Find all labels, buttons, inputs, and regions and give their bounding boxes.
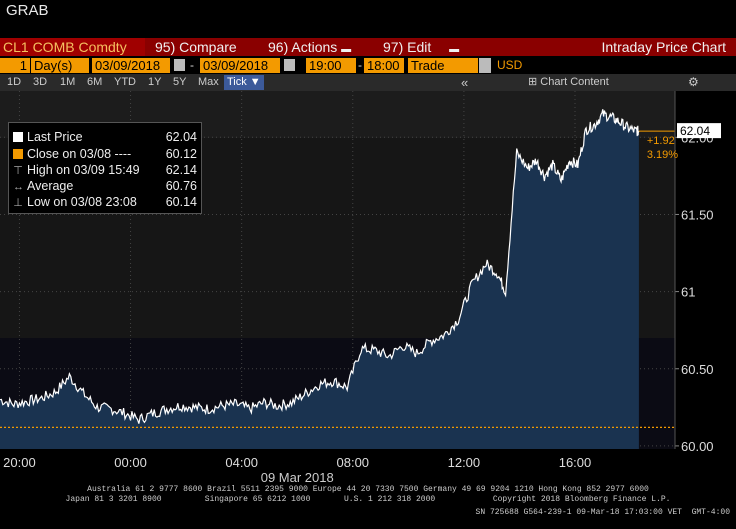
range-1d[interactable]: 1D xyxy=(7,76,22,88)
compare-menu[interactable]: 95) Compare xyxy=(155,39,237,55)
tick-button[interactable]: Tick ▼ xyxy=(224,75,264,90)
y-tick-label: 60.50 xyxy=(681,362,714,377)
legend-low: ⊥ Low on 03/08 23:08 xyxy=(13,194,137,210)
x-axis-labels: 20:00 00:00 04:00 08:00 12:00 16:00 xyxy=(3,455,591,470)
y-tick-label: 61 xyxy=(681,285,695,300)
low-icon: ⊥ xyxy=(13,197,23,209)
last-price-label: Last Price xyxy=(27,130,83,144)
legend-high: ⊤ High on 03/09 15:49 xyxy=(13,162,140,178)
date-separator: - xyxy=(190,58,194,72)
low-value: 60.14 xyxy=(165,195,197,209)
actions-dropdown-icon: ▬ xyxy=(341,44,352,55)
ticker-text: CL1 COMB Comdty xyxy=(3,39,127,55)
x-tick-label: 04:00 xyxy=(225,455,258,470)
axis-background xyxy=(0,449,736,485)
edit-label: Edit xyxy=(407,39,432,55)
date-toolbar: 1 Day(s) 03/09/2018 - 03/09/2018 19:00 -… xyxy=(0,57,736,74)
change-value: +1.92 xyxy=(647,135,675,147)
x-tick-label: 00:00 xyxy=(114,455,147,470)
legend-average: ↔ Average xyxy=(13,178,73,194)
edit-number: 97) xyxy=(383,39,404,55)
range-3d[interactable]: 3D xyxy=(33,76,48,88)
last-price-swatch xyxy=(13,132,23,142)
change-percent: 3.19% xyxy=(647,149,678,161)
compare-number: 95) xyxy=(155,39,176,55)
high-value: 62.14 xyxy=(165,163,197,177)
range-ytd[interactable]: YTD xyxy=(114,76,136,88)
period-value-input[interactable]: 1 xyxy=(0,58,30,73)
footer-contacts-2: Japan 81 3 3201 8900 Singapore 65 6212 1… xyxy=(65,495,671,504)
last-price-tag-text: 62.04 xyxy=(680,124,710,138)
end-calendar-icon[interactable] xyxy=(284,59,295,71)
last-price-value: 62.04 xyxy=(165,130,197,144)
x-tick-label: 12:00 xyxy=(448,455,481,470)
end-time-input[interactable]: 18:00 xyxy=(364,58,404,73)
range-5y[interactable]: 5Y xyxy=(173,76,187,88)
y-tick-label: 60.00 xyxy=(681,439,714,454)
currency-label: USD xyxy=(497,58,523,72)
period-unit-select[interactable]: Day(s) xyxy=(31,58,89,73)
chart-content-icon: ⊞ xyxy=(528,76,538,88)
high-icon: ⊤ xyxy=(13,165,23,177)
actions-label: Actions xyxy=(291,39,338,55)
actions-number: 96) xyxy=(268,39,289,55)
footer-contacts-1: Australia 61 2 9777 8600 Brazil 5511 239… xyxy=(87,485,649,494)
price-line xyxy=(0,109,640,424)
close-swatch xyxy=(13,149,23,159)
scroll-left-icon[interactable]: « xyxy=(461,75,469,90)
range-1y[interactable]: 1Y xyxy=(148,76,162,88)
compare-label: Compare xyxy=(179,39,237,55)
range-max[interactable]: Max xyxy=(198,76,219,88)
legend-last-price: Last Price xyxy=(13,129,83,145)
close-value: 60.12 xyxy=(165,147,197,161)
date-label: 09 Mar 2018 xyxy=(261,470,334,485)
low-label: Low on 03/08 23:08 xyxy=(27,195,137,209)
range-6m[interactable]: 6M xyxy=(87,76,103,88)
end-date-input[interactable]: 03/09/2018 xyxy=(200,58,280,73)
start-calendar-icon[interactable] xyxy=(174,59,185,71)
chart-title: Intraday Price Chart xyxy=(601,39,727,55)
x-tick-label: 16:00 xyxy=(559,455,592,470)
settings-gear-icon[interactable]: ⚙ xyxy=(688,75,699,89)
time-separator: - xyxy=(358,58,362,72)
price-area xyxy=(0,109,639,450)
last-price-tag xyxy=(677,123,721,139)
window-title: GRAB xyxy=(6,2,49,19)
legend-panel[interactable]: Last Price 62.04 Close on 03/08 ---- 60.… xyxy=(8,122,202,214)
footer-serial: SN 725688 G564-239-1 09-Mar-18 17:03:00 … xyxy=(475,508,730,517)
chart-content-label: Chart Content xyxy=(540,76,609,88)
menu-bar: CL1 COMB Comdty 95) Compare 96) Actions … xyxy=(0,38,736,56)
field-select[interactable]: Trade xyxy=(408,58,478,73)
x-tick-label: 08:00 xyxy=(337,455,370,470)
average-label: Average xyxy=(27,179,74,193)
actions-menu[interactable]: 96) Actions ▬ xyxy=(268,39,351,55)
average-value: 60.76 xyxy=(165,179,197,193)
close-label: Close on 03/08 ---- xyxy=(27,147,132,161)
chart-content-button[interactable]: ⊞ Chart Content xyxy=(525,75,612,90)
y-tick-label: 61.50 xyxy=(681,207,714,222)
x-tick-label: 20:00 xyxy=(3,455,36,470)
start-date-input[interactable]: 03/09/2018 xyxy=(92,58,170,73)
field-dropdown-icon[interactable] xyxy=(479,58,491,73)
edit-dropdown-icon: ▬ xyxy=(449,44,460,55)
edit-menu[interactable]: 97) Edit ▬ xyxy=(383,39,459,55)
range-toolbar: 1D 3D 1M 6M YTD 1Y 5Y Max Tick ▼ « ⊞ Cha… xyxy=(0,74,736,91)
average-icon: ↔ xyxy=(13,181,24,193)
range-1m[interactable]: 1M xyxy=(60,76,76,88)
ticker-field[interactable]: CL1 COMB Comdty xyxy=(0,38,145,56)
legend-close: Close on 03/08 ---- xyxy=(13,146,131,162)
high-label: High on 03/09 15:49 xyxy=(27,163,140,177)
start-time-input[interactable]: 19:00 xyxy=(306,58,356,73)
